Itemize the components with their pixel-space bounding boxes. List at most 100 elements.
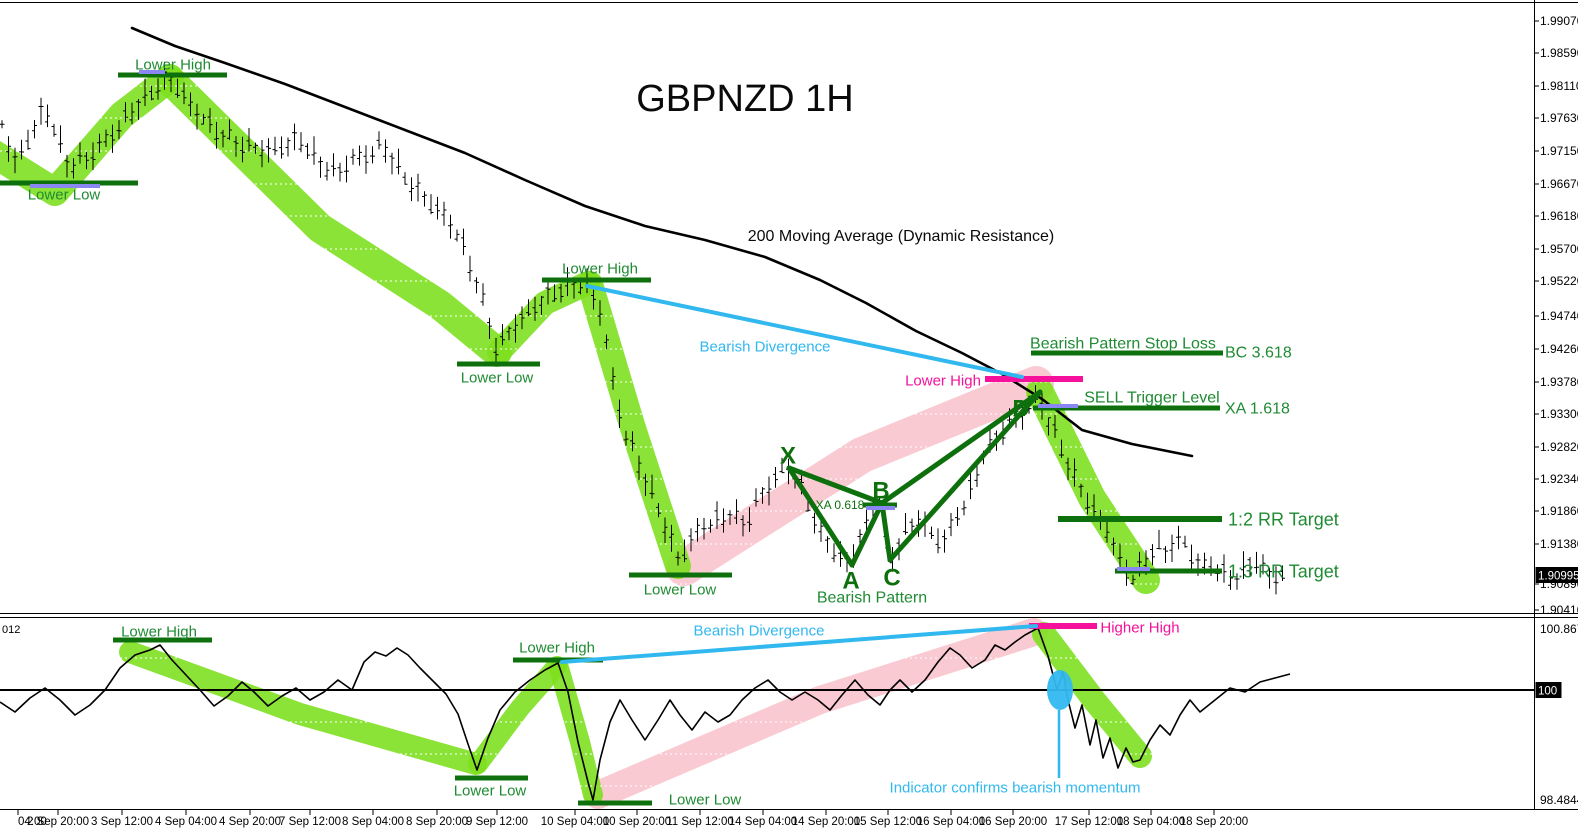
- price-tick-label: 1.96670: [1540, 177, 1578, 191]
- time-tick-label: 8 Sep 04:00: [342, 816, 404, 828]
- annotation-lower-low: Lower Low: [461, 369, 534, 386]
- time-tick-label: 04:00: [18, 816, 47, 828]
- price-tick-label: 1.99070: [1540, 14, 1578, 28]
- harmonic-pattern-line-CD: [887, 389, 1043, 563]
- drawn-level-lines: [0, 70, 1223, 806]
- price-tick-label: 1.91860: [1540, 504, 1578, 518]
- time-tick-label: 18 Sep 04:00: [1117, 816, 1185, 828]
- trend-band: [577, 271, 691, 579]
- trend-band: [549, 658, 603, 805]
- indicator-level-badge-label: 100: [1538, 686, 1557, 698]
- axis-labels[interactable]: 1.99070 1.98590 1.98110 1.97630 1.97150 1.966…: [17, 14, 1578, 828]
- annotation-c: C: [883, 564, 900, 591]
- time-tick-label: 2 Sep 20:00: [27, 816, 89, 828]
- time-tick-label: 8 Sep 20:00: [406, 816, 468, 828]
- price-tick-label: 1.95700: [1540, 242, 1578, 256]
- price-tick-label: 1.92340: [1540, 472, 1578, 486]
- moving-average-line: [130, 26, 1194, 458]
- chart-title: GBPNZD 1H: [636, 78, 853, 120]
- price-tick-label: 1.93300: [1540, 407, 1578, 421]
- indicator-panel: [0, 627, 1534, 801]
- annotation-1-3-rr-target: 1:3 RR Target: [1228, 561, 1339, 581]
- annotation-bearish-divergence: Bearish Divergence: [694, 622, 825, 639]
- annotation-lower-high: Lower High: [121, 623, 197, 640]
- annotation-sell-trigger-level: SELL Trigger Level: [1084, 390, 1219, 407]
- annotation-bc-3-618: BC 3.618: [1225, 345, 1292, 362]
- time-tick-label: 14 Sep 04:00: [729, 816, 797, 828]
- chart-frame: [0, 0, 1578, 810]
- annotation-x: X: [780, 442, 796, 469]
- time-tick-label: 7 Sep 12:00: [279, 816, 341, 828]
- price-tick-label: 1.98110: [1540, 79, 1578, 93]
- momentum-marker: [1047, 670, 1073, 778]
- annotation-d: D: [1012, 395, 1029, 422]
- harmonic-pattern-line-BD: [879, 389, 1043, 506]
- time-tick-label: 4 Sep 04:00: [155, 816, 217, 828]
- time-tick-label: 10 Sep 04:00: [541, 816, 609, 828]
- harmonic-pattern-line-AB: [849, 500, 885, 568]
- trend-band: [468, 656, 567, 774]
- harmonic-pattern-line-XB: [786, 465, 885, 506]
- trend-band: [0, 64, 184, 206]
- indicator-tick-label: 100.8675: [1540, 622, 1578, 636]
- pattern-band: [584, 618, 1048, 809]
- price-tick-label: 1.97150: [1540, 144, 1578, 158]
- divergence-trendline-indicator: [560, 624, 1038, 664]
- price-tick-label: 1.94740: [1540, 309, 1578, 323]
- ma-label: 200 Moving Average (Dynamic Resistance): [748, 228, 1055, 245]
- trend-band: [487, 271, 600, 364]
- annotation-xa-1-618: XA 1.618: [1225, 401, 1290, 418]
- annotation-lower-low: Lower Low: [454, 782, 527, 799]
- price-tick-label: 1.91380: [1540, 537, 1578, 551]
- annotation-lower-high: Lower High: [135, 56, 211, 73]
- annotation-lower-low: Lower Low: [28, 186, 101, 203]
- trend-band: [157, 67, 512, 367]
- time-tick-label: 9 Sep 12:00: [466, 816, 528, 828]
- time-tick-label: 14 Sep 20:00: [792, 816, 860, 828]
- harmonic-pattern-line-BC: [879, 500, 893, 563]
- price-tick-label: 1.94260: [1540, 342, 1578, 356]
- price-tick-label: 1.97630: [1540, 111, 1578, 125]
- time-tick-label: 16 Sep 04:00: [917, 816, 985, 828]
- trend-bands: [0, 64, 1160, 809]
- annotation-lower-high: Lower High: [519, 639, 595, 656]
- annotation-lower-low: Lower Low: [644, 581, 717, 598]
- annotation-bearish-pattern: Bearish Pattern: [817, 590, 927, 607]
- divergence-trendline-price: [585, 284, 1024, 379]
- harmonic-pattern-line-XA: [786, 465, 855, 568]
- moving-average: [130, 26, 1194, 458]
- annotation-012: 012: [2, 624, 20, 636]
- current-price-badge: [1535, 567, 1578, 583]
- price-tick-label: 1.96180: [1540, 209, 1578, 223]
- price-tick-label: 1.93780: [1540, 375, 1578, 389]
- trend-band: [119, 641, 487, 775]
- time-tick-label: 3 Sep 12:00: [91, 816, 153, 828]
- current-price-badge-label: 1.90995: [1538, 571, 1578, 583]
- axis-badges: 1.90995 100: [1535, 567, 1578, 698]
- annotation-xa-0-618: XA 0.618: [816, 498, 865, 512]
- price-tick-label: 1.95220: [1540, 274, 1578, 288]
- time-tick-label: 15 Sep 12:00: [854, 816, 922, 828]
- time-tick-label: 16 Sep 20:00: [979, 816, 1047, 828]
- price-tick-label: 1.90410: [1540, 603, 1578, 617]
- annotation-a: A: [842, 567, 859, 594]
- oscillator-line: [0, 627, 1291, 801]
- time-tick-label: 11 Sep 12:00: [666, 816, 734, 828]
- trend-band: [1032, 622, 1152, 768]
- annotation-higher-high: Higher High: [1100, 619, 1179, 636]
- time-tick-label: 18 Sep 20:00: [1180, 816, 1248, 828]
- annotation-1-2-rr-target: 1:2 RR Target: [1228, 509, 1339, 529]
- annotation-lower-low: Lower Low: [669, 791, 742, 808]
- time-tick-label: 4 Sep 20:00: [219, 816, 281, 828]
- annotation-b: B: [872, 477, 889, 504]
- annotation-lower-high: Lower High: [905, 372, 981, 389]
- harmonic-pattern: [786, 389, 1043, 568]
- indicator-level-badge: [1535, 682, 1562, 698]
- annotation-indicator-confirms-bearish-momentum: Indicator confirms bearish momentum: [890, 779, 1141, 796]
- indicator-tick-label: 98.4844: [1540, 793, 1578, 807]
- price-tick-label: 1.92820: [1540, 440, 1578, 454]
- price-tick-label: 1.98590: [1540, 46, 1578, 60]
- time-tick-label: 10 Sep 20:00: [603, 816, 671, 828]
